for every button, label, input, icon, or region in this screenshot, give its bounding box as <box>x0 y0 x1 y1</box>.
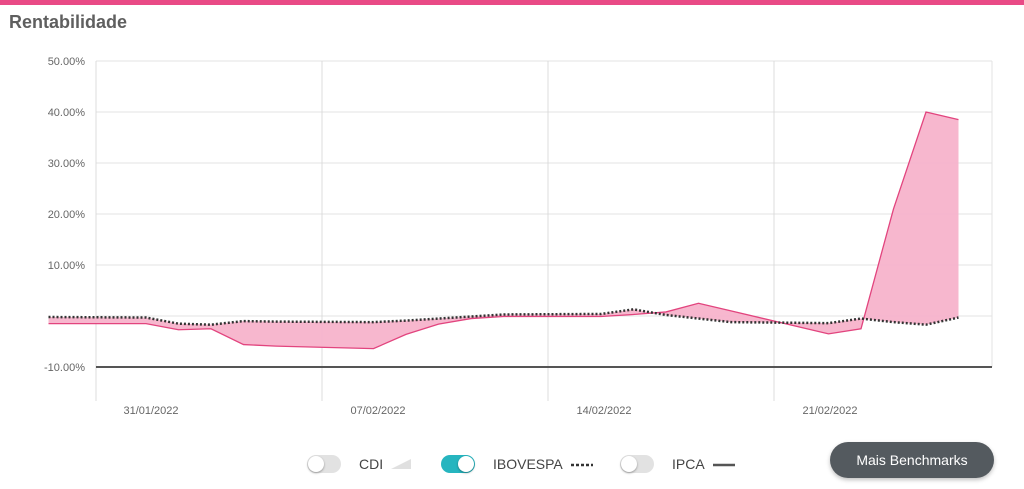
x-axis-labels: 31/01/2022 07/02/2022 14/02/2022 21/02/2022 <box>123 405 857 417</box>
solid-line-icon <box>712 463 735 467</box>
ipca-toggle[interactable] <box>620 455 654 473</box>
top-accent-bar <box>0 0 1024 5</box>
y-tick-label: 30.00% <box>48 158 86 170</box>
y-axis-labels: 50.00% 40.00% 30.00% 20.00% 10.00% -10.00% <box>44 56 85 374</box>
x-tick-label: 31/01/2022 <box>123 405 178 417</box>
performance-chart: 50.00% 40.00% 30.00% 20.00% 10.00% -10.00% 31… <box>44 56 993 417</box>
y-tick-label: 50.00% <box>48 56 86 68</box>
chart-marks <box>48 111 959 350</box>
x-tick-label: 21/02/2022 <box>802 405 857 417</box>
y-tick-label: 40.00% <box>48 107 86 119</box>
ibovespa-line <box>48 308 959 326</box>
y-tick-label: 10.00% <box>48 260 86 272</box>
fund-line <box>48 111 959 350</box>
legend-item-cdi[interactable]: CDI <box>307 451 413 477</box>
toggle-knob <box>308 456 324 472</box>
x-tick-label: 07/02/2022 <box>350 405 405 417</box>
more-benchmarks-button[interactable]: Mais Benchmarks <box>830 442 994 478</box>
chart-grid <box>95 60 993 401</box>
toggle-knob <box>458 456 474 472</box>
legend-label-ipca: IPCA <box>672 456 705 472</box>
legend-item-ipca[interactable]: IPCA <box>620 451 737 477</box>
y-tick-label: -10.00% <box>44 362 85 374</box>
legend-label-cdi: CDI <box>359 456 384 472</box>
x-tick-label: 14/02/2022 <box>576 405 631 417</box>
dashed-line-icon <box>570 463 593 467</box>
cdi-toggle[interactable] <box>307 455 341 473</box>
toggle-knob <box>621 456 637 472</box>
legend-item-ibovespa[interactable]: IBOVESPA <box>441 451 595 477</box>
ibovespa-toggle[interactable] <box>441 455 475 473</box>
page-title: Rentabilidade <box>9 12 128 32</box>
fund-area <box>48 112 959 349</box>
legend-label-ibovespa: IBOVESPA <box>493 456 563 472</box>
area-swatch-icon <box>391 459 412 469</box>
y-tick-label: 20.00% <box>48 209 86 221</box>
